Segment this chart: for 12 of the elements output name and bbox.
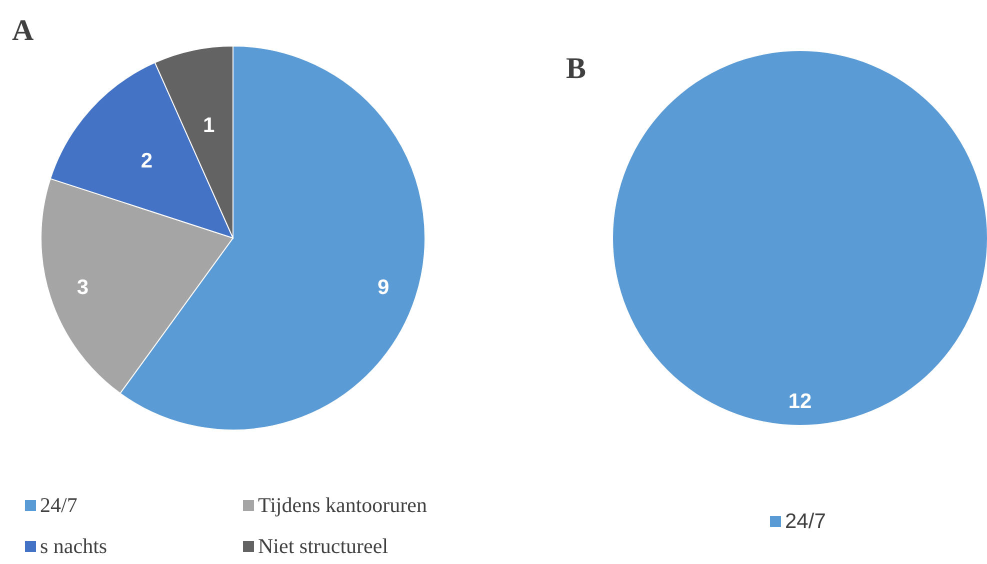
legend-label: Tijdens kantooruren: [258, 493, 428, 517]
data-label: 3: [76, 276, 89, 300]
data-label: 1: [203, 114, 216, 137]
legend-label: 24/7: [785, 510, 826, 533]
data-label: 9: [377, 276, 390, 300]
chart-title: B: [566, 52, 586, 85]
legend-label: 24/7: [40, 493, 78, 517]
legend-label: Niet structureel: [258, 534, 388, 558]
legend-label: s nachts: [40, 534, 108, 558]
chart-title: A: [12, 14, 34, 47]
data-label: 2: [140, 150, 153, 173]
data-label: 12: [788, 390, 812, 414]
